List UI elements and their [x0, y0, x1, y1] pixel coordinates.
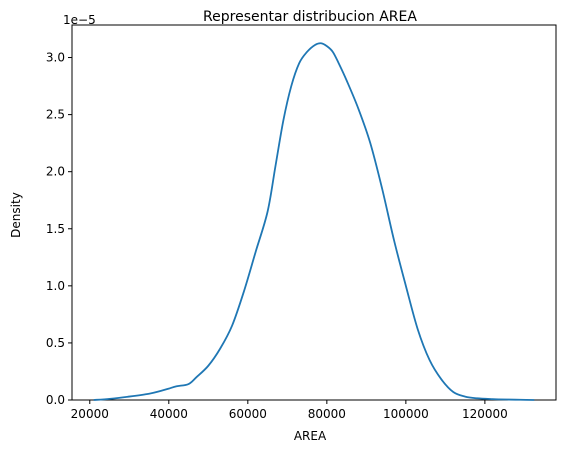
x-tick-label: 80000	[308, 407, 346, 421]
density-line-area	[93, 42, 535, 401]
y-axis-label: Density	[9, 192, 23, 238]
y-axis-ticks: 0.0 0.5 1.0 1.5 2.0 2.5 3.0	[46, 51, 72, 407]
x-tick-label: 60000	[229, 407, 267, 421]
y-tick-label: 3.0	[46, 51, 65, 65]
x-tick-label: 120000	[462, 407, 508, 421]
x-tick-label: 20000	[71, 407, 109, 421]
x-axis-label: AREA	[294, 429, 327, 443]
y-tick-label: 0.5	[46, 336, 65, 350]
plot-area-frame	[71, 24, 557, 401]
x-axis-ticks: 20000 40000 60000 80000 100000 120000	[71, 400, 508, 421]
y-axis-offset-label: 1e−5	[63, 13, 96, 27]
y-tick-label: 1.5	[46, 222, 65, 236]
y-tick-label: 2.5	[46, 108, 65, 122]
chart-title: Representar distribucion AREA	[203, 9, 417, 25]
y-tick-label: 1.0	[46, 279, 65, 293]
y-tick-label: 2.0	[46, 165, 65, 179]
x-tick-label: 40000	[150, 407, 188, 421]
y-tick-label: 0.0	[46, 393, 65, 407]
series-layer	[93, 42, 535, 401]
x-tick-label: 100000	[383, 407, 429, 421]
